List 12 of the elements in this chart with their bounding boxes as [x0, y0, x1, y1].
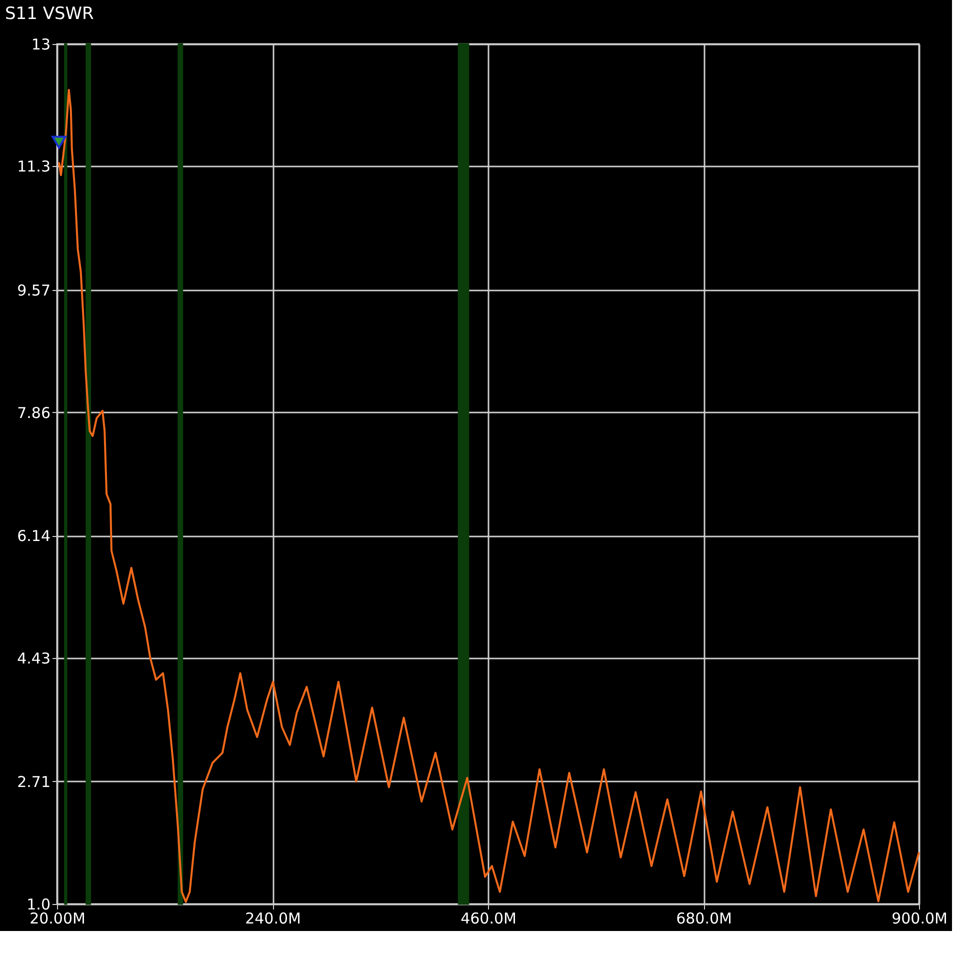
y-tick-label: 6.14 [17, 527, 50, 546]
x-tick-label: 680.0M [676, 910, 732, 928]
y-tick-label: 9.57 [17, 281, 50, 300]
y-tick-label: 4.43 [17, 650, 50, 668]
y-tick-label: 7.86 [17, 404, 50, 422]
x-tick-label: 240.0M [245, 910, 301, 928]
y-tick-label: 13 [31, 36, 50, 54]
x-tick-label: 900.0M [892, 910, 948, 928]
y-tick-label: 11.3 [17, 157, 50, 176]
chart-title: S11 VSWR [5, 4, 94, 24]
y-tick-label: 2.71 [17, 772, 50, 791]
x-tick-label: 460.0M [460, 910, 516, 928]
